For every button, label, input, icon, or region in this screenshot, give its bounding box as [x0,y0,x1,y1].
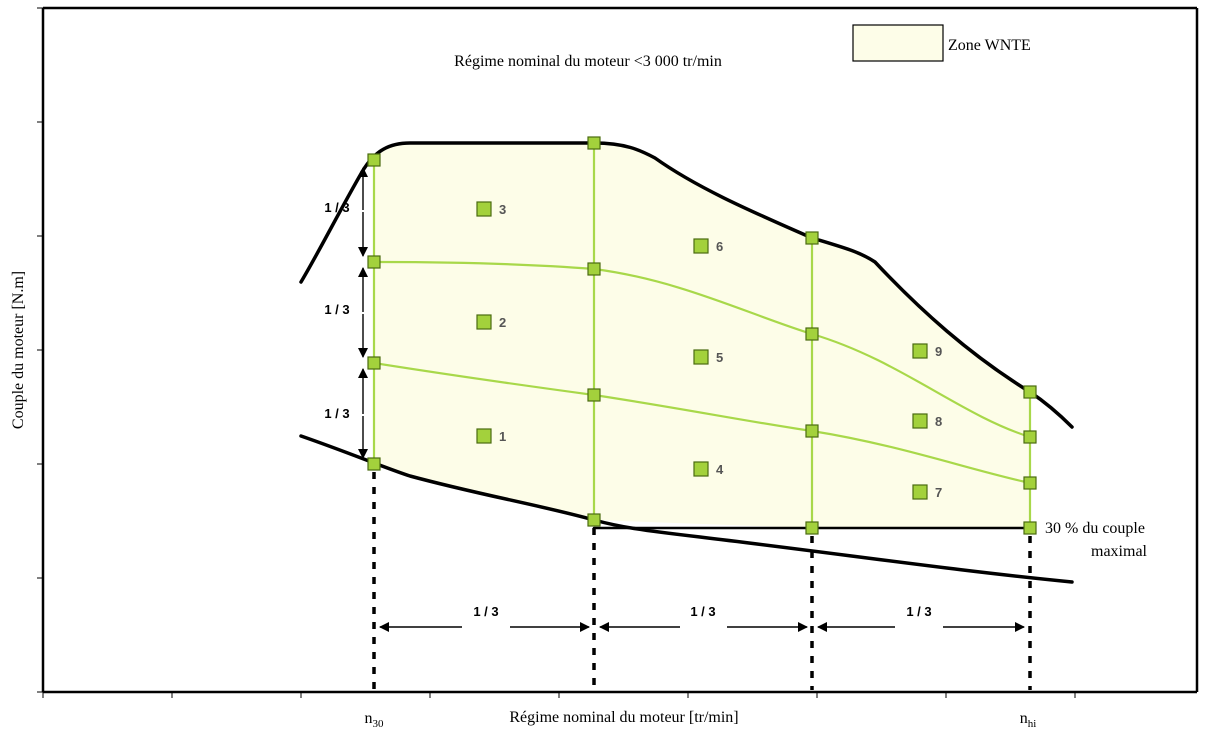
wnte-zone-area [374,142,1030,528]
nhi-main: n [1020,710,1028,727]
cell-number-7: 7 [935,485,942,500]
cell-number-3: 3 [499,202,506,217]
grid-markers [367,136,1037,535]
division-label-v3: 1 / 3 [324,406,349,421]
min-torque-note-line1: 30 % du couple [1045,520,1145,537]
min-torque-note-line2: maximal [1091,543,1148,560]
cell-number-1: 1 [499,429,506,444]
plot-frame [37,6,1199,698]
division-label-h3: 1 / 3 [906,604,931,619]
cell-marker-6 [693,238,709,254]
legend-swatch [852,24,944,62]
lower-torque-curve [299,434,1074,584]
nhi-sub: hi [1028,718,1037,730]
cell-number-4: 4 [716,462,724,477]
legend-label: Zone WNTE [948,37,1031,54]
upper-third-curve [373,260,1031,439]
lower-third-curve [373,361,1031,485]
division-label-h2: 1 / 3 [690,604,715,619]
cell-number-2: 2 [499,315,506,330]
x-axis-label: Régime nominal du moteur [tr/min] [509,709,738,726]
n30-main: n [365,710,373,727]
speed-dotted-lines [372,472,1032,690]
cell-marker-1 [476,428,492,444]
n30-sub: 30 [373,718,385,730]
cell-number-9: 9 [935,344,942,359]
nhi-label: nhi [1020,710,1037,730]
cell-markers [476,201,928,500]
cell-marker-4 [693,461,709,477]
cell-marker-7 [912,484,928,500]
division-label-v1: 1 / 3 [324,200,349,215]
cell-marker-2 [476,314,492,330]
legend: Zone WNTE [852,24,1031,62]
cell-number-6: 6 [716,239,723,254]
cell-marker-9 [912,343,928,359]
cell-marker-8 [912,413,928,429]
y-axis-label: Couple du moteur [N.m] [10,271,27,429]
left-limit-curve [299,170,364,284]
grid-lines [372,143,1032,528]
cell-marker-3 [476,201,492,217]
cell-marker-5 [693,349,709,365]
division-label-v2: 1 / 3 [324,302,349,317]
division-label-h1: 1 / 3 [473,604,498,619]
diagram-title: Régime nominal du moteur <3 000 tr/min [454,53,722,70]
cell-number-8: 8 [935,414,942,429]
cell-number-5: 5 [716,350,723,365]
n30-label: n30 [365,710,385,730]
